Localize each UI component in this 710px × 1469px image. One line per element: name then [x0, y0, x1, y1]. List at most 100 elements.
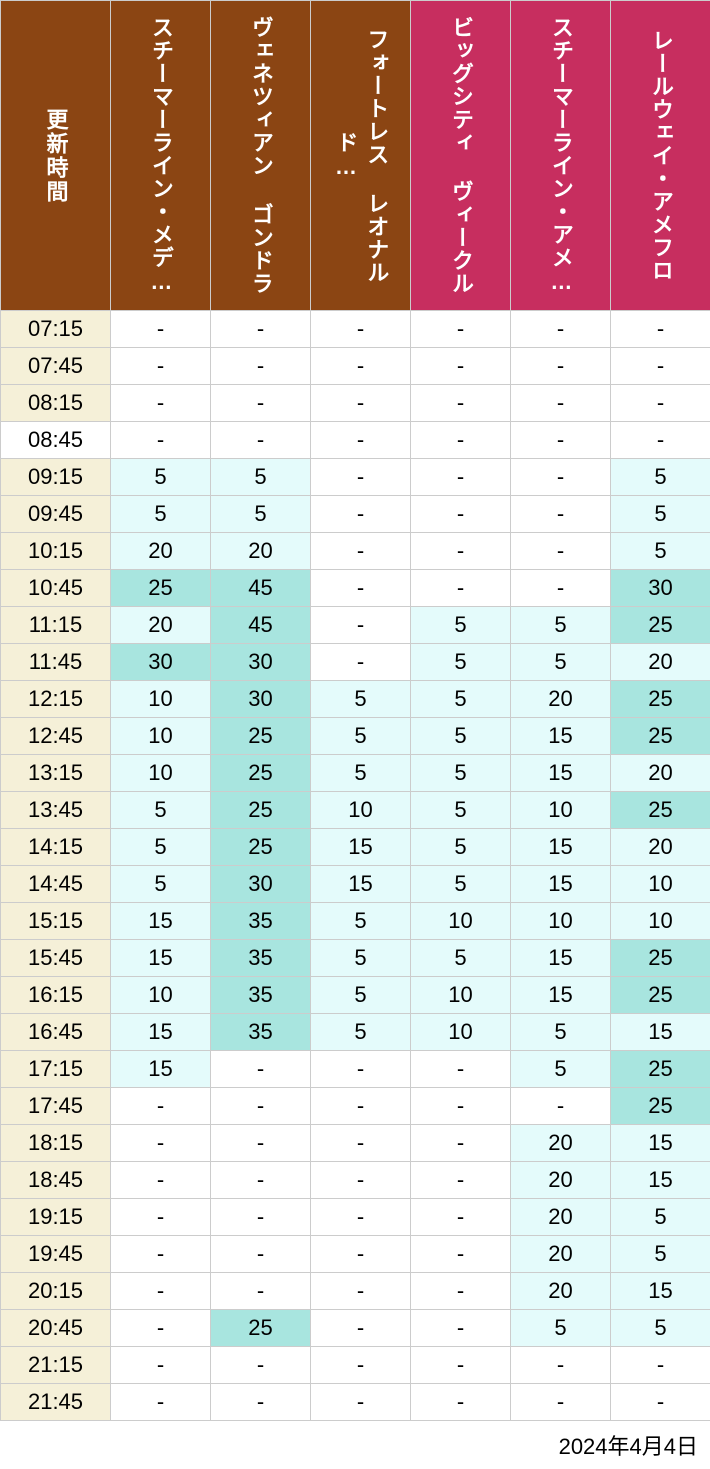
wait-cell: -	[211, 1347, 311, 1384]
wait-cell: 25	[211, 829, 311, 866]
table-row: 16:451535510515	[1, 1014, 710, 1051]
header-row: 更新時間 スチーマーライン・メデ…ヴェネツィアン ゴンドラフォートレス レオナル…	[1, 1, 710, 311]
wait-cell: -	[511, 311, 611, 348]
table-row: 15:1515355101010	[1, 903, 710, 940]
wait-cell: 5	[411, 644, 511, 681]
wait-cell: 25	[211, 755, 311, 792]
wait-cell: 10	[611, 866, 710, 903]
wait-cell: -	[511, 1347, 611, 1384]
wait-cell: 5	[411, 866, 511, 903]
wait-cell: -	[211, 1199, 311, 1236]
wait-cell: -	[611, 422, 710, 459]
wait-cell: -	[411, 1236, 511, 1273]
wait-cell: 25	[211, 718, 311, 755]
wait-cell: 15	[611, 1273, 710, 1310]
wait-cell: -	[311, 533, 411, 570]
wait-cell: -	[511, 422, 611, 459]
wait-cell: 10	[411, 977, 511, 1014]
wait-cell: 5	[611, 1236, 710, 1273]
wait-cell: 5	[411, 940, 511, 977]
wait-cell: 15	[511, 977, 611, 1014]
wait-cell: 5	[411, 792, 511, 829]
table-body: 07:15------07:45------08:15------08:45--…	[1, 311, 710, 1421]
wait-cell: 5	[111, 792, 211, 829]
table-row: 16:1510355101525	[1, 977, 710, 1014]
wait-cell: -	[511, 1384, 611, 1421]
wait-cell: 5	[311, 718, 411, 755]
wait-cell: -	[511, 459, 611, 496]
table-row: 07:45------	[1, 348, 710, 385]
wait-cell: 25	[611, 977, 710, 1014]
wait-cell: -	[211, 1088, 311, 1125]
time-cell: 15:15	[1, 903, 111, 940]
time-cell: 19:15	[1, 1199, 111, 1236]
wait-cell: -	[411, 1051, 511, 1088]
attraction-header-0: スチーマーライン・メデ…	[111, 1, 211, 311]
wait-cell: 15	[311, 866, 411, 903]
wait-cell: 25	[611, 681, 710, 718]
time-cell: 09:15	[1, 459, 111, 496]
wait-cell: -	[611, 1347, 710, 1384]
time-cell: 16:15	[1, 977, 111, 1014]
wait-cell: 20	[511, 1125, 611, 1162]
wait-cell: -	[411, 1199, 511, 1236]
time-cell: 21:15	[1, 1347, 111, 1384]
attraction-header-3: ビッグシティ ヴィークル	[411, 1, 511, 311]
wait-cell: -	[311, 1125, 411, 1162]
table-row: 08:45------	[1, 422, 710, 459]
table-row: 15:451535551525	[1, 940, 710, 977]
footer-date: 2024年4月4日	[0, 1421, 710, 1469]
wait-cell: 5	[211, 496, 311, 533]
wait-cell: 5	[211, 459, 311, 496]
wait-cell: 10	[111, 755, 211, 792]
wait-cell: -	[211, 1384, 311, 1421]
wait-cell: 15	[611, 1014, 710, 1051]
wait-cell: -	[411, 1125, 511, 1162]
wait-cell: 15	[511, 718, 611, 755]
wait-cell: 10	[511, 903, 611, 940]
wait-cell: 10	[411, 1014, 511, 1051]
wait-cell: 5	[611, 459, 710, 496]
time-cell: 15:45	[1, 940, 111, 977]
wait-cell: -	[611, 1384, 710, 1421]
wait-cell: -	[211, 348, 311, 385]
wait-cell: 15	[511, 829, 611, 866]
wait-cell: 10	[611, 903, 710, 940]
table-row: 20:45-25--55	[1, 1310, 710, 1347]
wait-cell: -	[311, 385, 411, 422]
wait-cell: 5	[411, 681, 511, 718]
wait-cell: -	[311, 1384, 411, 1421]
wait-cell: 15	[111, 903, 211, 940]
wait-cell: 35	[211, 940, 311, 977]
wait-cell: -	[111, 1273, 211, 1310]
wait-cell: 30	[111, 644, 211, 681]
wait-cell: 35	[211, 1014, 311, 1051]
wait-cell: 5	[411, 607, 511, 644]
wait-cell: 15	[111, 1014, 211, 1051]
wait-cell: 20	[611, 755, 710, 792]
table-row: 12:451025551525	[1, 718, 710, 755]
wait-cell: 20	[511, 681, 611, 718]
wait-cell: 5	[611, 1199, 710, 1236]
wait-time-table: 更新時間 スチーマーライン・メデ…ヴェネツィアン ゴンドラフォートレス レオナル…	[0, 0, 710, 1421]
wait-cell: 15	[611, 1162, 710, 1199]
wait-cell: -	[211, 385, 311, 422]
time-cell: 07:45	[1, 348, 111, 385]
wait-cell: 5	[311, 903, 411, 940]
time-cell: 14:45	[1, 866, 111, 903]
wait-cell: -	[211, 1162, 311, 1199]
table-row: 10:452545---30	[1, 570, 710, 607]
wait-cell: -	[411, 533, 511, 570]
wait-cell: -	[111, 385, 211, 422]
wait-cell: 25	[611, 1088, 710, 1125]
wait-cell: -	[111, 1125, 211, 1162]
table-row: 14:155251551520	[1, 829, 710, 866]
wait-cell: 5	[611, 1310, 710, 1347]
wait-cell: 10	[411, 903, 511, 940]
wait-cell: -	[311, 1051, 411, 1088]
table-row: 20:15----2015	[1, 1273, 710, 1310]
table-row: 12:151030552025	[1, 681, 710, 718]
wait-cell: -	[511, 1088, 611, 1125]
time-cell: 12:15	[1, 681, 111, 718]
time-header: 更新時間	[1, 1, 111, 311]
